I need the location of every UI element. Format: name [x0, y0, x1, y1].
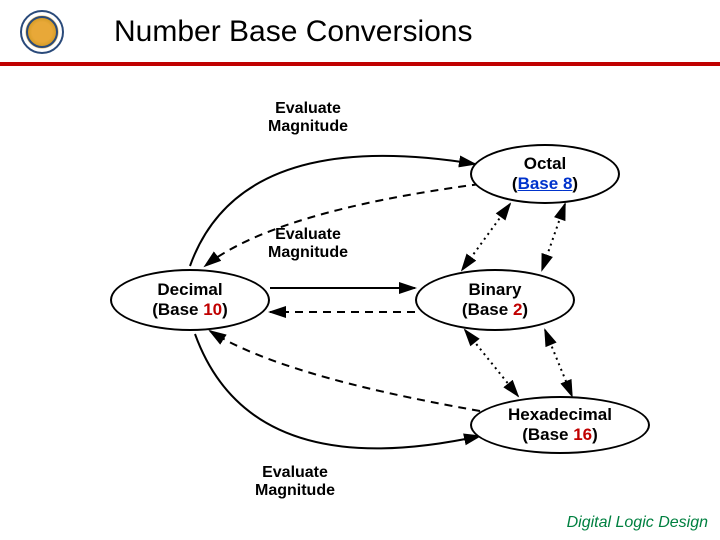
base-num: 2 — [513, 300, 522, 319]
node-hex: Hexadecimal (Base 16) — [470, 396, 650, 454]
node-title: Decimal — [157, 280, 222, 300]
label-text: Evaluate — [275, 100, 341, 117]
label-text: Magnitude — [255, 482, 335, 499]
base-num: 10 — [203, 300, 222, 319]
label-eval-bot: Evaluate Magnitude — [255, 464, 335, 499]
node-title: Octal — [524, 154, 567, 174]
page-title: Number Base Conversions — [114, 15, 473, 49]
diagram-area: Evaluate Magnitude Evaluate Magnitude Ev… — [0, 66, 720, 526]
arrows-layer — [0, 66, 720, 526]
header: Number Base Conversions — [0, 0, 720, 66]
node-decimal: Decimal (Base 10) — [110, 269, 270, 331]
label-eval-mid: Evaluate Magnitude — [268, 226, 348, 261]
node-binary: Binary (Base 2) — [415, 269, 575, 331]
label-text: Magnitude — [268, 118, 348, 135]
node-base: (Base 10) — [152, 300, 228, 320]
node-title: Hexadecimal — [508, 405, 612, 425]
node-base: (Base 16) — [522, 425, 598, 445]
label-eval-top: Evaluate Magnitude — [268, 100, 348, 135]
node-base: (Base 2) — [462, 300, 528, 320]
logo-icon — [20, 10, 64, 54]
base-num: 16 — [573, 425, 592, 444]
label-text: Evaluate — [275, 226, 341, 243]
label-text: Magnitude — [268, 244, 348, 261]
base-num: 8 — [563, 174, 572, 193]
node-base: (Base 8) — [512, 174, 578, 194]
node-octal: Octal (Base 8) — [470, 144, 620, 204]
label-text: Evaluate — [262, 464, 328, 481]
node-title: Binary — [469, 280, 522, 300]
